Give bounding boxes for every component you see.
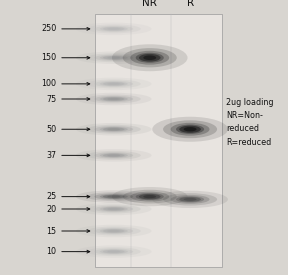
Ellipse shape <box>184 198 196 201</box>
Ellipse shape <box>136 53 164 63</box>
Ellipse shape <box>94 96 133 102</box>
Ellipse shape <box>76 93 151 105</box>
Ellipse shape <box>103 229 124 233</box>
Text: 25: 25 <box>46 192 56 201</box>
Ellipse shape <box>76 225 151 237</box>
Ellipse shape <box>94 248 133 255</box>
Ellipse shape <box>87 151 141 160</box>
Ellipse shape <box>76 190 151 203</box>
Text: NR: NR <box>142 0 157 8</box>
Ellipse shape <box>76 23 151 35</box>
Ellipse shape <box>76 203 151 215</box>
Ellipse shape <box>94 152 133 159</box>
Text: 250: 250 <box>41 24 56 33</box>
Ellipse shape <box>107 57 120 59</box>
Ellipse shape <box>103 27 124 31</box>
Ellipse shape <box>76 245 151 258</box>
Ellipse shape <box>179 197 201 202</box>
Ellipse shape <box>103 195 124 199</box>
Ellipse shape <box>179 126 201 133</box>
Ellipse shape <box>87 227 141 235</box>
Ellipse shape <box>87 79 141 88</box>
Ellipse shape <box>103 128 124 131</box>
Ellipse shape <box>170 195 210 204</box>
Ellipse shape <box>103 97 124 101</box>
Ellipse shape <box>100 97 128 101</box>
Ellipse shape <box>87 192 141 201</box>
Ellipse shape <box>100 153 128 158</box>
Ellipse shape <box>100 56 128 60</box>
Ellipse shape <box>107 128 120 130</box>
Ellipse shape <box>163 120 217 138</box>
Bar <box>95 14 222 267</box>
Ellipse shape <box>139 194 161 199</box>
Ellipse shape <box>107 251 120 253</box>
Ellipse shape <box>100 127 128 131</box>
Ellipse shape <box>94 193 133 200</box>
Ellipse shape <box>136 193 164 200</box>
Ellipse shape <box>87 205 141 213</box>
Ellipse shape <box>123 190 177 203</box>
Ellipse shape <box>87 247 141 256</box>
Ellipse shape <box>100 194 128 199</box>
Ellipse shape <box>87 24 141 33</box>
Ellipse shape <box>100 27 128 31</box>
Ellipse shape <box>107 196 120 198</box>
Ellipse shape <box>103 56 124 60</box>
Ellipse shape <box>100 249 128 254</box>
Ellipse shape <box>94 81 133 87</box>
Text: 50: 50 <box>46 125 56 134</box>
Ellipse shape <box>87 53 141 62</box>
Text: 75: 75 <box>46 95 56 103</box>
Ellipse shape <box>94 54 133 61</box>
Ellipse shape <box>107 208 120 210</box>
Ellipse shape <box>76 51 151 64</box>
Text: 20: 20 <box>46 205 56 213</box>
Text: 150: 150 <box>41 53 56 62</box>
Text: 37: 37 <box>46 151 56 160</box>
Ellipse shape <box>76 149 151 162</box>
Ellipse shape <box>130 192 169 202</box>
Ellipse shape <box>107 98 120 100</box>
Text: 2ug loading
NR=Non-
reduced
R=reduced: 2ug loading NR=Non- reduced R=reduced <box>226 98 274 147</box>
Text: 15: 15 <box>46 227 56 235</box>
Ellipse shape <box>94 26 133 32</box>
Ellipse shape <box>107 154 120 156</box>
Ellipse shape <box>100 229 128 233</box>
Ellipse shape <box>94 126 133 133</box>
Ellipse shape <box>184 127 196 131</box>
Ellipse shape <box>94 206 133 212</box>
Ellipse shape <box>176 125 204 134</box>
Ellipse shape <box>112 187 187 206</box>
Ellipse shape <box>123 48 177 67</box>
Ellipse shape <box>100 207 128 211</box>
Ellipse shape <box>107 230 120 232</box>
Text: 10: 10 <box>46 247 56 256</box>
Ellipse shape <box>94 228 133 234</box>
Ellipse shape <box>152 117 228 142</box>
Ellipse shape <box>103 250 124 254</box>
Ellipse shape <box>152 191 228 208</box>
Ellipse shape <box>176 196 204 203</box>
Ellipse shape <box>87 125 141 134</box>
Ellipse shape <box>87 95 141 103</box>
Ellipse shape <box>112 44 187 71</box>
Text: 100: 100 <box>41 79 56 88</box>
Ellipse shape <box>76 123 151 136</box>
Ellipse shape <box>107 83 120 85</box>
Ellipse shape <box>139 54 161 62</box>
Ellipse shape <box>103 153 124 157</box>
Ellipse shape <box>170 123 210 136</box>
Ellipse shape <box>130 51 169 65</box>
Ellipse shape <box>143 195 156 198</box>
Ellipse shape <box>103 82 124 86</box>
Ellipse shape <box>103 207 124 211</box>
Ellipse shape <box>143 56 156 60</box>
Ellipse shape <box>107 28 120 30</box>
Text: R: R <box>187 0 194 8</box>
Ellipse shape <box>76 78 151 90</box>
Ellipse shape <box>163 193 217 206</box>
Ellipse shape <box>100 82 128 86</box>
